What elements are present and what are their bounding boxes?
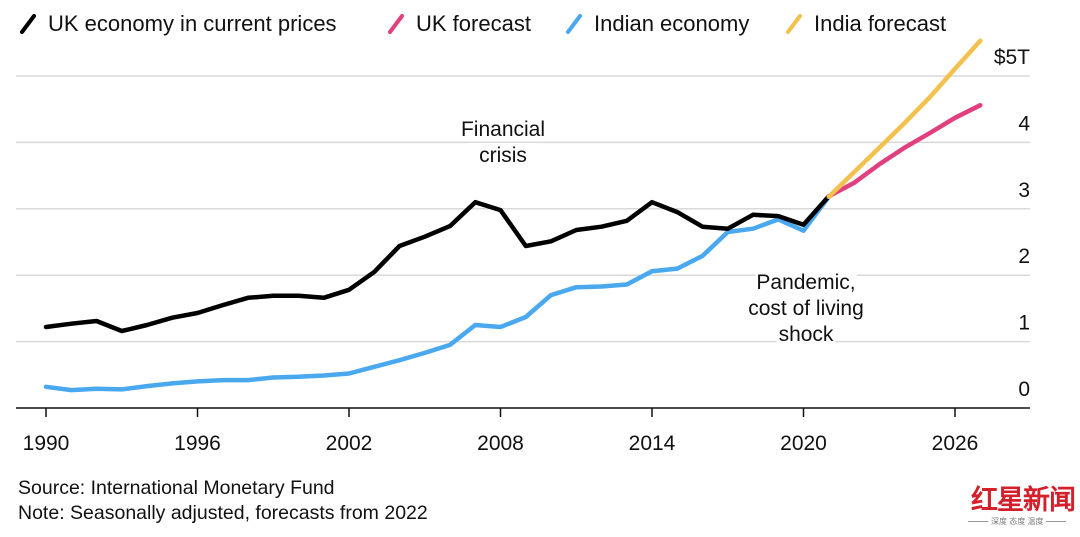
y-tick-label: 3	[1018, 179, 1030, 202]
watermark-logo: 红星新闻 深度 态度 温度	[965, 478, 1076, 533]
legend-swatch-icon	[566, 14, 582, 34]
watermark-tagline: 深度 态度 温度	[965, 516, 1069, 527]
y-tick-label: $5T	[994, 46, 1030, 69]
legend-item: UK economy in current prices	[20, 11, 337, 36]
annotation-bg	[776, 322, 836, 346]
annotation-bg	[452, 117, 554, 141]
annotation-text: shock	[779, 323, 834, 346]
legend-label: Indian economy	[594, 11, 749, 36]
x-tick-label: 2020	[780, 432, 827, 455]
y-tick-label: 0	[1018, 378, 1030, 401]
gridlines	[16, 75, 1030, 343]
annotation: Financial crisis	[452, 117, 554, 167]
annotations: Financial crisis Pandemic, cost of living sh…	[452, 117, 884, 346]
legend: UK economy in current prices UK forecast I…	[20, 11, 946, 36]
series-line-india-forecast	[826, 38, 983, 200]
annotation-bg	[468, 143, 538, 167]
series-line-uk-forecast	[826, 102, 983, 199]
x-tick-label: 2026	[932, 432, 979, 455]
source-note: Source: International Monetary Fund	[18, 477, 335, 499]
x-tick-label: 2002	[326, 432, 373, 455]
legend-swatch-icon	[20, 14, 36, 34]
y-tick-label: 4	[1018, 112, 1030, 135]
y-tick-label: 2	[1018, 245, 1030, 268]
legend-item: Indian economy	[566, 11, 749, 36]
legend-swatch-icon	[786, 14, 802, 34]
legend-item: UK forecast	[388, 11, 531, 36]
annotation-text: cost of living	[748, 297, 864, 320]
x-tick-label: 2014	[629, 432, 676, 455]
legend-label: India forecast	[814, 11, 946, 36]
x-tick-label: 1990	[23, 432, 70, 455]
annotation-text: crisis	[479, 144, 527, 167]
series-line-indian-economy	[43, 194, 832, 393]
series-line-uk-economy-in-current-prices	[43, 193, 832, 334]
x-axis: 1990 1996 2002 2008 2014 2020 2026	[16, 407, 1030, 455]
series-lines	[43, 38, 983, 393]
x-tick-label: 1996	[174, 432, 221, 455]
legend-item: India forecast	[786, 11, 946, 36]
watermark-brand: 红星新闻	[971, 485, 1076, 516]
annotation-bg	[755, 270, 857, 294]
annotation-text: Pandemic,	[756, 271, 855, 294]
annotation-text: Financial	[461, 118, 545, 141]
line-chart: UK economy in current prices UK forecast I…	[16, 11, 1031, 455]
annotation-bg	[728, 296, 884, 320]
legend-label: UK forecast	[416, 11, 531, 36]
annotation: Pandemic, cost of living shock	[728, 270, 884, 346]
x-tick-label: 2008	[477, 432, 524, 455]
legend-label: UK economy in current prices	[48, 11, 337, 36]
y-tick-label: 1	[1018, 312, 1030, 335]
legend-swatch-icon	[388, 14, 404, 34]
forecast-note: Note: Seasonally adjusted, forecasts fro…	[18, 502, 428, 524]
y-axis-ticks: 0 1 2 3 4 $5T	[994, 46, 1031, 401]
